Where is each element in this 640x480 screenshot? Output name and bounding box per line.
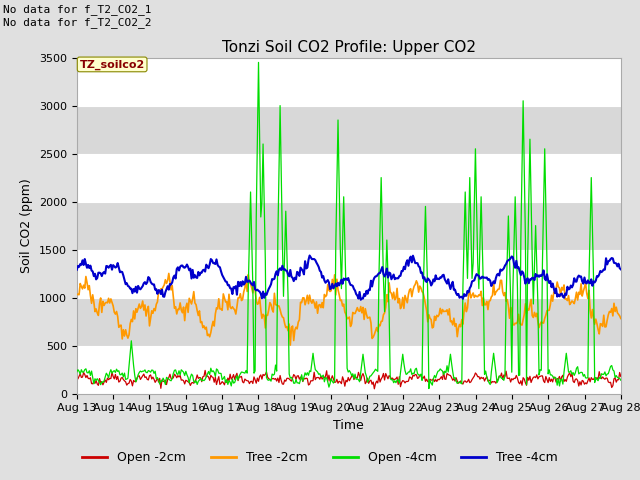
Legend: Open -2cm, Tree -2cm, Open -4cm, Tree -4cm: Open -2cm, Tree -2cm, Open -4cm, Tree -4…: [77, 446, 563, 469]
Y-axis label: Soil CO2 (ppm): Soil CO2 (ppm): [20, 178, 33, 273]
Text: TZ_soilco2: TZ_soilco2: [79, 60, 145, 70]
Title: Tonzi Soil CO2 Profile: Upper CO2: Tonzi Soil CO2 Profile: Upper CO2: [222, 40, 476, 55]
Bar: [77, 202, 621, 250]
Bar: [77, 106, 621, 154]
Text: No data for f_T2_CO2_1: No data for f_T2_CO2_1: [3, 4, 152, 15]
X-axis label: Time: Time: [333, 419, 364, 432]
Text: No data for f_T2_CO2_2: No data for f_T2_CO2_2: [3, 17, 152, 28]
Bar: [77, 298, 621, 346]
